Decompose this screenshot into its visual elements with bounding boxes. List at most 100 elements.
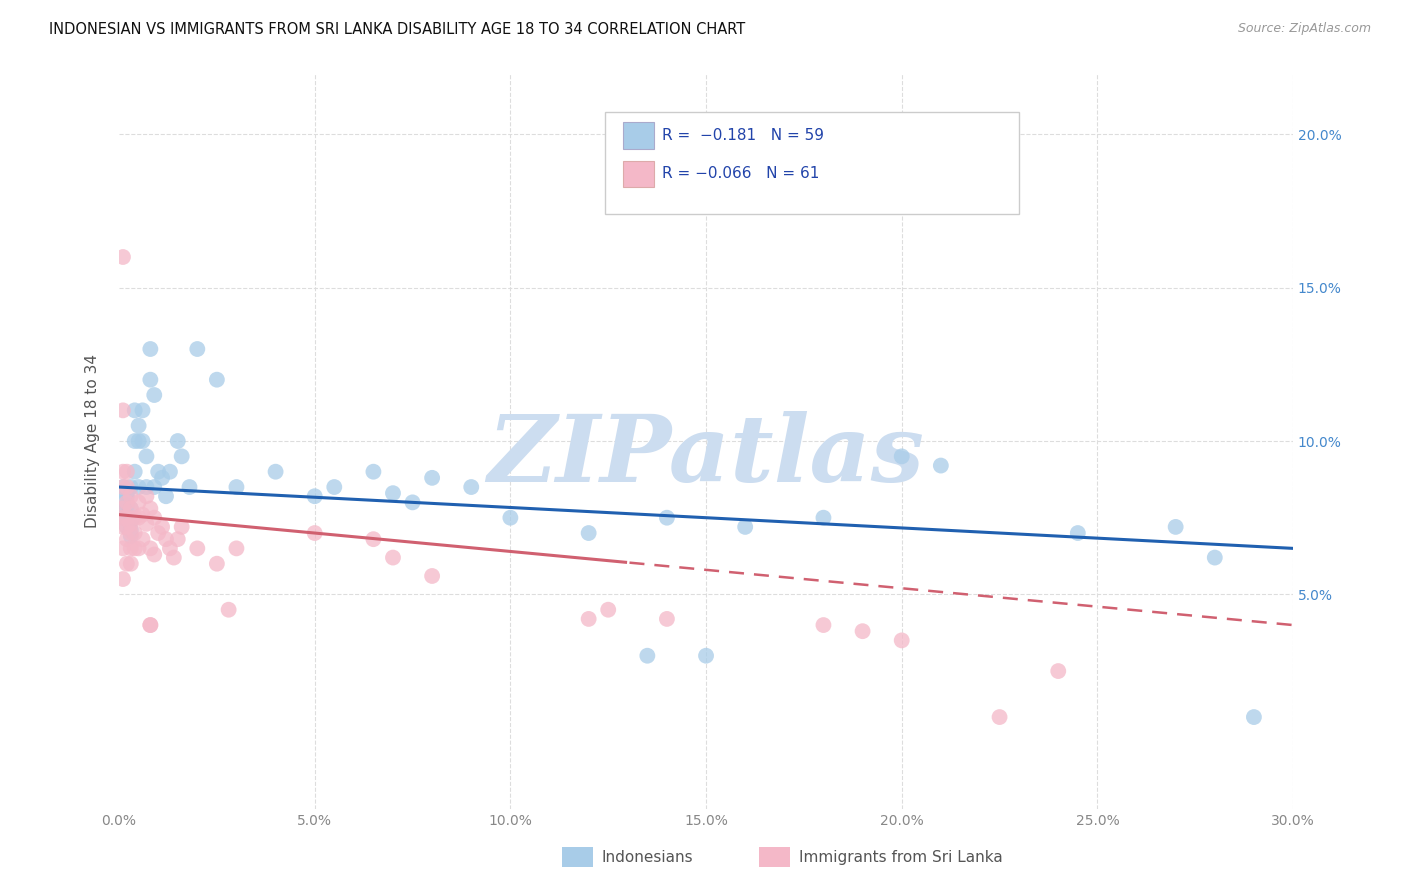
Point [124, 541, 146, 556]
Point [323, 480, 346, 494]
Point [420, 569, 443, 583]
Point [115, 495, 138, 509]
Point [401, 495, 423, 509]
Point [111, 520, 134, 534]
Point [135, 480, 157, 494]
Point [155, 532, 177, 546]
Point [148, 465, 170, 479]
Point [225, 480, 247, 494]
Point [636, 648, 658, 663]
Point [111, 501, 134, 516]
Point [1164, 520, 1187, 534]
Point [264, 465, 287, 479]
Point [598, 603, 620, 617]
Point [115, 508, 138, 522]
Point [578, 612, 600, 626]
Point [115, 532, 138, 546]
Point [382, 486, 405, 500]
Point [170, 450, 193, 464]
Point [218, 603, 240, 617]
Point [120, 526, 142, 541]
Point [111, 510, 134, 524]
Point [128, 480, 150, 494]
Point [115, 486, 138, 500]
Point [111, 495, 134, 509]
Point [115, 510, 138, 524]
Point [159, 465, 181, 479]
Point [115, 520, 138, 534]
Text: R =  −0.181   N = 59: R = −0.181 N = 59 [662, 128, 824, 143]
Point [1243, 710, 1265, 724]
Point [128, 510, 150, 524]
Point [135, 516, 157, 531]
Point [1047, 664, 1070, 678]
Point [890, 450, 912, 464]
Y-axis label: Disability Age 18 to 34: Disability Age 18 to 34 [86, 354, 100, 528]
Point [988, 710, 1011, 724]
Text: R = −0.066   N = 61: R = −0.066 N = 61 [662, 167, 820, 181]
Point [111, 480, 134, 494]
Point [139, 618, 162, 632]
Point [813, 618, 835, 632]
Point [131, 403, 153, 417]
Point [166, 434, 188, 448]
Point [734, 520, 756, 534]
Point [128, 541, 150, 556]
Point [115, 499, 138, 513]
Point [111, 480, 134, 494]
Point [143, 480, 166, 494]
Point [499, 510, 522, 524]
Point [131, 508, 153, 522]
Point [813, 510, 835, 524]
Point [166, 532, 188, 546]
Point [155, 489, 177, 503]
Point [128, 495, 150, 509]
Point [115, 465, 138, 479]
Point [120, 501, 142, 516]
Point [139, 342, 162, 356]
Point [131, 532, 153, 546]
Point [655, 510, 678, 524]
Point [139, 618, 162, 632]
Point [150, 471, 173, 485]
Point [163, 550, 186, 565]
Point [139, 373, 162, 387]
Point [420, 471, 443, 485]
Point [120, 516, 142, 531]
Point [139, 541, 162, 556]
Point [131, 434, 153, 448]
Point [695, 648, 717, 663]
Point [205, 373, 228, 387]
Point [135, 489, 157, 503]
Point [852, 624, 875, 639]
Point [120, 557, 142, 571]
Point [363, 532, 385, 546]
Point [578, 526, 600, 541]
Point [120, 523, 142, 537]
Point [124, 526, 146, 541]
Point [150, 520, 173, 534]
Point [115, 489, 138, 503]
Point [120, 489, 142, 503]
Point [120, 480, 142, 494]
Point [170, 520, 193, 534]
Point [890, 633, 912, 648]
Text: Immigrants from Sri Lanka: Immigrants from Sri Lanka [799, 850, 1002, 864]
Point [179, 480, 201, 494]
Point [124, 403, 146, 417]
Point [111, 403, 134, 417]
Point [120, 514, 142, 528]
Point [929, 458, 952, 473]
Point [382, 550, 405, 565]
Point [139, 501, 162, 516]
Point [124, 510, 146, 524]
Point [111, 505, 134, 519]
Point [186, 342, 208, 356]
Point [115, 557, 138, 571]
Text: INDONESIAN VS IMMIGRANTS FROM SRI LANKA DISABILITY AGE 18 TO 34 CORRELATION CHAR: INDONESIAN VS IMMIGRANTS FROM SRI LANKA … [49, 22, 745, 37]
Point [128, 434, 150, 448]
Text: Source: ZipAtlas.com: Source: ZipAtlas.com [1237, 22, 1371, 36]
Point [120, 529, 142, 543]
Point [143, 548, 166, 562]
Point [115, 480, 138, 494]
